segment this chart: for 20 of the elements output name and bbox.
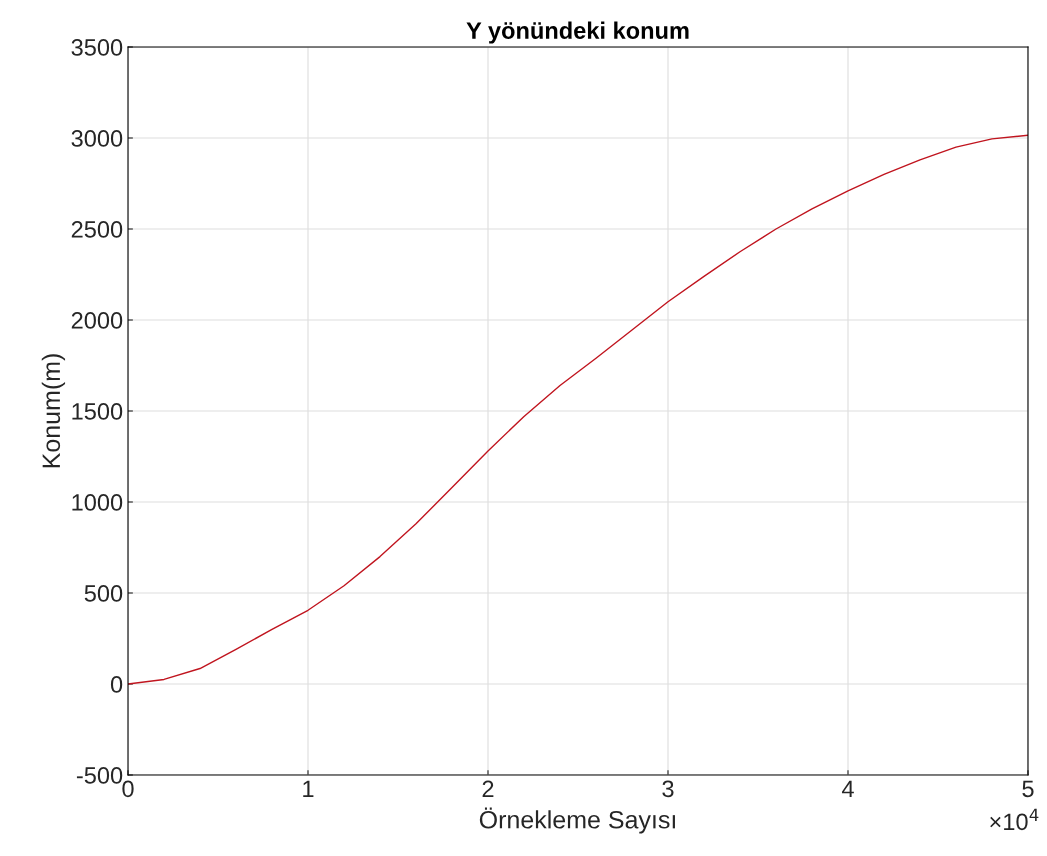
y-tick-label: 0 bbox=[110, 676, 123, 693]
y-tick-label: 1000 bbox=[72, 494, 123, 511]
y-tick-label: 3500 bbox=[71, 39, 123, 56]
y-tick-label: 1500 bbox=[72, 403, 123, 420]
x-axis-title: Örnekleme Sayısı bbox=[479, 807, 675, 834]
y-tick-label: -500 bbox=[76, 767, 123, 784]
x-tick-label: 2 bbox=[482, 780, 494, 797]
text: ×10$^{4}$ bbox=[990, 808, 1039, 831]
y-tick-label: 2000 bbox=[71, 312, 123, 329]
y-tick-label: 3000 bbox=[71, 130, 123, 147]
y-tick-label: 2500 bbox=[71, 221, 123, 238]
x-tick-label: 1 bbox=[303, 780, 314, 797]
x-tick-label: 4 bbox=[841, 780, 854, 797]
x-tick-label: 5 bbox=[1022, 780, 1034, 798]
x-tick-label: 0 bbox=[122, 780, 134, 798]
chart-title: Y yönündeki konum bbox=[466, 21, 689, 44]
line-series bbox=[128, 134, 1028, 685]
x-tick-label: 3 bbox=[662, 780, 674, 798]
y-tick-label: 500 bbox=[84, 585, 123, 602]
y-axis-title: Konum(m) bbox=[41, 354, 66, 468]
